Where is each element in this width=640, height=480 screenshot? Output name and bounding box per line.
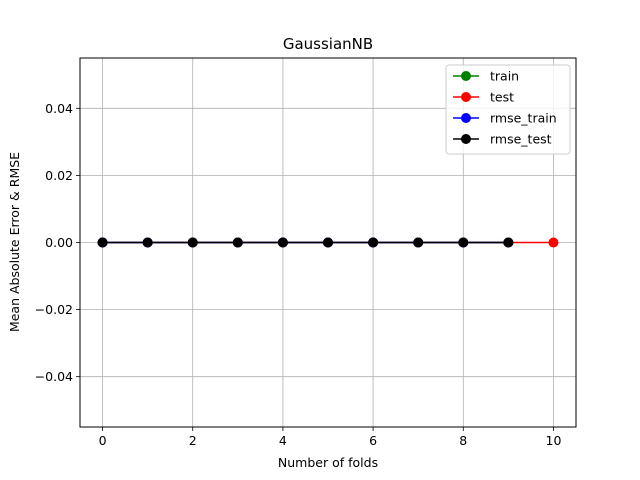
y-tick-label: −0.02 xyxy=(35,302,73,317)
y-axis-title: Mean Absolute Error & RMSE xyxy=(7,152,22,332)
data-point-rmse_test xyxy=(503,237,514,248)
series-layer xyxy=(97,237,559,248)
x-tick-label: 4 xyxy=(279,433,287,448)
y-tick-label: 0.00 xyxy=(45,235,73,250)
data-point-rmse_test xyxy=(97,237,108,248)
x-tick-label: 8 xyxy=(459,433,467,448)
legend-label: rmse_train xyxy=(490,111,557,126)
legend-label: test xyxy=(490,90,514,105)
x-axis-title: Number of folds xyxy=(278,455,378,470)
x-tick-label: 6 xyxy=(369,433,377,448)
legend-marker xyxy=(461,92,471,102)
legend-marker xyxy=(461,71,471,81)
chart-title: GaussianNB xyxy=(283,35,373,53)
legend: train test rmse_train rmse_test xyxy=(445,64,571,155)
x-axis: 0 2 4 6 8 10 xyxy=(99,427,562,448)
y-tick-label: 0.04 xyxy=(45,101,73,116)
legend-entry-rmse_test: rmse_test xyxy=(453,132,552,147)
data-point-rmse_test xyxy=(458,237,469,248)
legend-marker xyxy=(461,113,471,123)
y-tick-label: −0.04 xyxy=(35,369,73,384)
legend-marker xyxy=(461,134,471,144)
x-tick-label: 10 xyxy=(546,433,562,448)
data-point-rmse_test xyxy=(277,237,288,248)
legend-entry-train: train xyxy=(453,69,519,84)
legend-label: train xyxy=(490,69,519,84)
legend-box xyxy=(445,64,571,155)
data-point-rmse_test xyxy=(142,237,153,248)
series-rmse_test xyxy=(97,237,514,248)
legend-entry-test: test xyxy=(453,90,514,105)
legend-label: rmse_test xyxy=(490,132,552,147)
data-point-rmse_test xyxy=(187,237,198,248)
data-point-rmse_test xyxy=(232,237,243,248)
legend-entry-rmse_train: rmse_train xyxy=(453,111,557,126)
data-point-rmse_test xyxy=(413,237,424,248)
y-axis: −0.04 −0.02 0.00 0.02 0.04 xyxy=(35,101,80,384)
data-point-test xyxy=(548,237,559,248)
y-tick-label: 0.02 xyxy=(45,168,73,183)
data-point-rmse_test xyxy=(368,237,379,248)
x-tick-label: 0 xyxy=(99,433,107,448)
data-point-rmse_test xyxy=(323,237,333,248)
x-tick-label: 2 xyxy=(189,433,197,448)
